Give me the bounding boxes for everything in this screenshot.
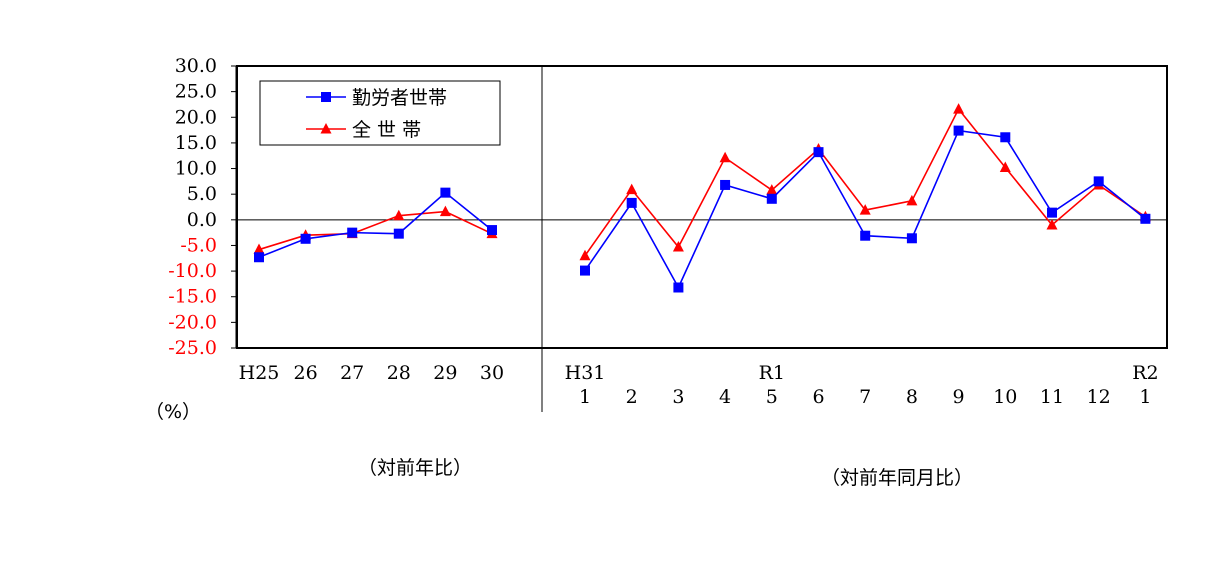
data-point bbox=[439, 205, 451, 217]
y-tick-label: -5.0 bbox=[180, 234, 217, 256]
y-tick-label: 20.0 bbox=[175, 106, 217, 128]
data-point bbox=[1046, 218, 1058, 230]
data-point bbox=[953, 103, 965, 114]
data-point bbox=[579, 249, 591, 261]
legend-label: 勤労者世帯 bbox=[352, 87, 447, 109]
data-point bbox=[859, 204, 871, 215]
data-point bbox=[626, 197, 637, 208]
data-point bbox=[720, 179, 731, 190]
y-tick-label: -10.0 bbox=[168, 260, 217, 282]
x-tick-label: 28 bbox=[387, 362, 411, 384]
x-tick-label: 3 bbox=[672, 386, 684, 408]
x-tick-label: H31 bbox=[565, 362, 606, 384]
data-point bbox=[860, 230, 871, 241]
data-point bbox=[719, 151, 731, 163]
y-tick-label: 5.0 bbox=[187, 183, 217, 205]
legend-marker bbox=[320, 123, 332, 134]
x-tick-label: 26 bbox=[294, 362, 318, 384]
x-tick-label: 1 bbox=[1139, 386, 1151, 408]
x-tick-label: R1 bbox=[759, 362, 785, 384]
x-tick-label: 8 bbox=[906, 386, 918, 408]
x-tick-label: 11 bbox=[1040, 386, 1064, 408]
data-point bbox=[672, 240, 684, 252]
data-point bbox=[393, 228, 404, 239]
plot-frame bbox=[236, 65, 1168, 349]
y-tick-label: -25.0 bbox=[168, 337, 217, 359]
x-tick-label: 30 bbox=[480, 362, 504, 384]
data-point bbox=[253, 243, 265, 255]
x-tick-label: 1 bbox=[579, 386, 591, 408]
data-point bbox=[626, 183, 638, 195]
y-tick-label: 25.0 bbox=[175, 81, 217, 103]
data-point bbox=[813, 147, 824, 158]
x-tick-label: 4 bbox=[719, 386, 731, 408]
data-point bbox=[953, 125, 964, 136]
data-point bbox=[999, 161, 1011, 173]
x-tick-label: 12 bbox=[1087, 386, 1111, 408]
x-tick-label: R2 bbox=[1132, 362, 1158, 384]
x-tick-label: 5 bbox=[766, 386, 778, 408]
y-tick-label: -15.0 bbox=[168, 286, 217, 308]
data-point bbox=[1093, 176, 1104, 187]
data-point bbox=[487, 225, 497, 236]
panel-subtitle: （対前年同月比） bbox=[821, 467, 973, 489]
data-point bbox=[1047, 207, 1057, 218]
data-point bbox=[1000, 132, 1011, 143]
x-tick-label: 7 bbox=[859, 386, 871, 408]
x-tick-label: 2 bbox=[626, 386, 638, 408]
series-line bbox=[258, 210, 493, 251]
y-tick-label: -20.0 bbox=[168, 311, 217, 333]
y-tick-label: 15.0 bbox=[175, 132, 217, 154]
y-tick-label: 30.0 bbox=[175, 55, 217, 77]
legend-box bbox=[259, 80, 501, 146]
data-point bbox=[347, 227, 358, 238]
data-point bbox=[300, 233, 311, 244]
legend-marker bbox=[321, 92, 331, 102]
data-point bbox=[393, 209, 405, 221]
x-tick-label: 29 bbox=[433, 362, 457, 384]
data-point bbox=[673, 282, 684, 293]
series-line bbox=[258, 191, 493, 258]
data-point bbox=[440, 187, 451, 198]
legend-label: 全 世 帯 bbox=[352, 119, 421, 141]
y-unit-label: （%） bbox=[145, 401, 201, 423]
data-point bbox=[906, 194, 918, 206]
x-tick-label: 27 bbox=[340, 362, 364, 384]
y-tick-label: 10.0 bbox=[175, 158, 217, 180]
panel-subtitle: （対前年比） bbox=[358, 457, 472, 479]
data-point bbox=[580, 265, 590, 276]
data-point bbox=[766, 193, 777, 204]
data-point bbox=[906, 233, 917, 244]
x-tick-label: H25 bbox=[239, 362, 280, 384]
data-point bbox=[1140, 213, 1151, 224]
x-tick-label: 10 bbox=[993, 386, 1017, 408]
x-tick-label: 6 bbox=[812, 386, 824, 408]
y-tick-label: 0.0 bbox=[187, 209, 217, 231]
x-tick-label: 9 bbox=[953, 386, 965, 408]
data-point bbox=[766, 184, 778, 195]
data-point bbox=[254, 252, 264, 263]
